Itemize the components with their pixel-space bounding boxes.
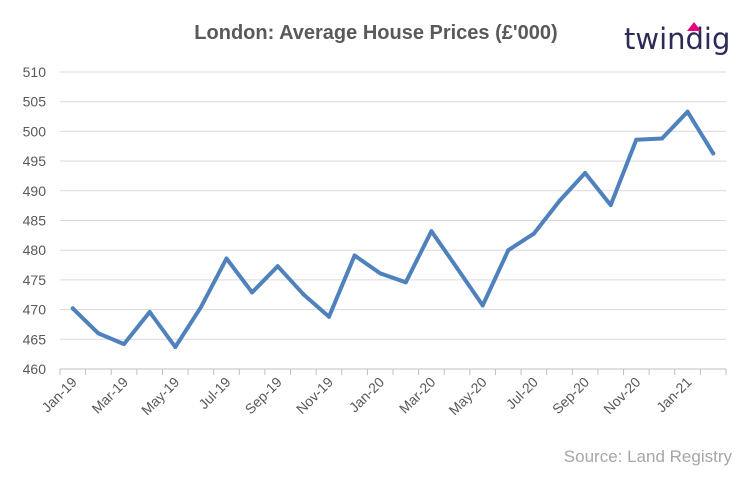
chart-title: London: Average House Prices (£'000) [194,22,557,44]
data-point [711,151,716,156]
data-point [557,198,562,203]
x-tick-label: Jul-19 [195,374,233,412]
logo-text: twindig [624,22,730,56]
y-tick-label: 500 [23,123,47,139]
data-point [96,331,101,336]
y-axis: 460 465 470 475 480 485 490 495 500 505 510 [23,64,47,377]
data-point [70,306,75,311]
data-point [326,314,331,319]
x-tick-label: Nov-19 [293,374,336,417]
x-tick-label: May-19 [138,374,182,418]
gridlines [60,71,726,340]
data-point [608,203,613,208]
x-tick-label: Jul-20 [503,374,541,412]
data-point [198,305,203,310]
logo-accent-mark [687,22,701,31]
data-point [506,248,511,253]
data-point [455,266,460,271]
data-point [480,303,485,308]
data-point [634,137,639,142]
x-tick-label: Jan-20 [346,374,388,416]
y-tick-label: 495 [23,153,47,169]
y-tick-label: 485 [23,213,47,229]
y-tick-label: 460 [23,361,47,377]
x-tick-label: Mar-19 [88,374,131,417]
x-tick-label: Jan-21 [653,374,695,416]
data-point [224,256,229,261]
x-tick-label: Sep-20 [549,374,592,417]
y-tick-label: 475 [23,272,47,288]
x-axis: Jan-19 Mar-19 May-19 Jul-19 Sep-19 Nov-19 Jan-… [38,368,727,418]
price-series-line [70,109,716,349]
data-point [685,109,690,114]
y-tick-label: 505 [23,94,47,110]
data-point [583,170,588,175]
data-point [352,253,357,258]
data-point [531,231,536,236]
twindig-logo: twindig [624,22,730,56]
data-point [250,290,255,295]
y-tick-label: 490 [23,183,47,199]
x-tick-label: Sep-19 [242,374,285,417]
data-point [147,309,152,314]
data-point [378,271,383,276]
data-point [403,280,408,285]
y-tick-label: 465 [23,331,47,347]
x-tick-label: Jan-19 [38,374,80,416]
data-point [275,264,280,269]
series-layer [70,109,716,350]
data-point [301,292,306,297]
y-tick-label: 480 [23,242,47,258]
data-point [122,342,127,347]
y-tick-label: 510 [23,64,47,80]
x-tick-label: Nov-20 [600,374,643,417]
data-point [659,136,664,141]
x-tick-label: Mar-20 [396,374,439,417]
source-note: Source: Land Registry [564,447,733,466]
data-point [429,229,434,234]
data-point [173,345,178,350]
x-tick-label: May-20 [445,374,489,418]
y-tick-label: 470 [23,302,47,318]
